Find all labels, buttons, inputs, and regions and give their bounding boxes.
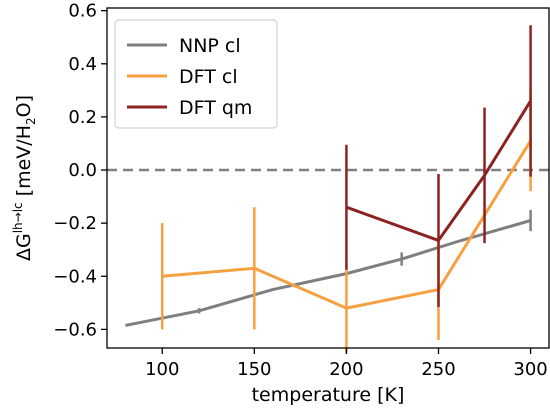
y-axis-label-prefix: ΔG — [13, 233, 35, 261]
series-dft-qm — [345, 25, 532, 307]
y-axis-label-end: O] — [13, 95, 35, 117]
y-axis-label: ΔGlh→lc [meV/H2O] — [11, 95, 38, 261]
x-tick-label: 150 — [237, 359, 271, 380]
legend-label: DFT qm — [179, 97, 252, 119]
legend: NNP cl DFT cl DFT qm — [114, 19, 278, 129]
y-tick-label: 0.6 — [68, 1, 97, 22]
y-tick-label: −0.6 — [53, 319, 97, 340]
x-tick-label: 250 — [421, 359, 455, 380]
plot-marks — [107, 25, 549, 354]
y-axis-label-superscript: lh→lc — [11, 202, 25, 233]
y-axis-label-subscript: 2 — [24, 117, 38, 125]
x-axis-label: temperature [K] — [252, 384, 405, 406]
series-nnp-cl — [125, 209, 532, 327]
axis-ticks: 100 150 200 250 300 −0.6 −0.4 −0.2 0.0 0.2 0.4 0.6 — [53, 1, 547, 380]
y-tick-label: 0.4 — [68, 54, 97, 75]
legend-label: DFT cl — [179, 66, 238, 88]
y-tick-label: −0.2 — [53, 213, 97, 234]
x-tick-label: 100 — [145, 359, 179, 380]
y-tick-label: −0.4 — [53, 266, 97, 287]
y-axis-label-suffix: [meV/H — [13, 125, 35, 202]
plot-area-frame — [106, 7, 550, 349]
y-tick-label: 0.2 — [68, 107, 97, 128]
y-tick-label: 0.0 — [68, 160, 97, 181]
legend-box — [114, 19, 278, 129]
x-tick-label: 300 — [513, 359, 547, 380]
series-line-dft-qm — [345, 100, 532, 242]
x-tick-label: 200 — [329, 359, 363, 380]
legend-label: NNP cl — [179, 35, 241, 57]
